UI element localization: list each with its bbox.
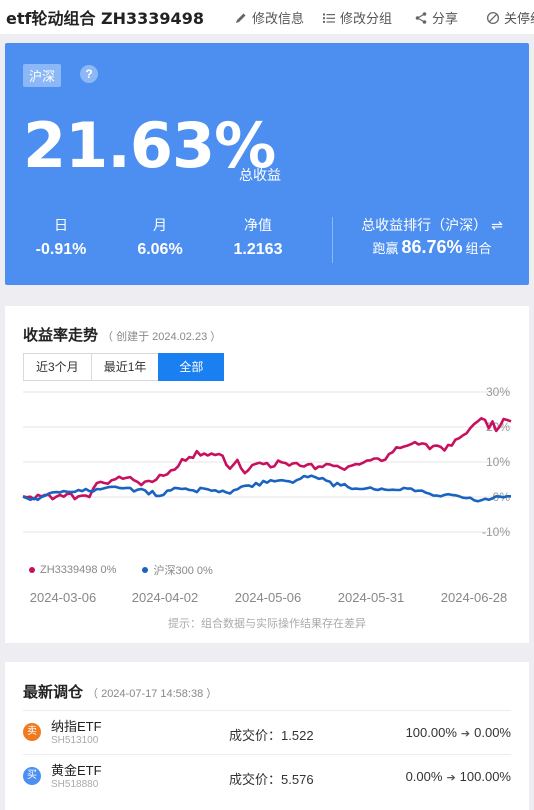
legend-label-portfolio: ZH3339498 0% xyxy=(40,564,117,576)
arrow-right-icon: ➔ xyxy=(460,728,471,740)
weight-to: 0.00% xyxy=(474,725,511,740)
nav-label: 净值 xyxy=(244,217,272,233)
edit-info-label: 修改信息 xyxy=(252,11,305,26)
help-icon[interactable]: ? xyxy=(80,65,98,83)
trade-price-label: 成交价： xyxy=(229,772,282,787)
trade-row[interactable]: 买 黄金ETF SH518880 成交价：5.576 0.00% ➔ 100.00% xyxy=(23,754,511,798)
range-tabs: 近3个月 最近1年 全部 xyxy=(23,353,225,381)
series-line-沪深300[interactable] xyxy=(22,474,511,503)
trade-name[interactable]: 黄金ETF xyxy=(51,763,102,778)
trade-name[interactable]: 纳指ETF xyxy=(51,719,102,734)
trade-price-value: 5.576 xyxy=(281,772,314,787)
trade-weight-change: 0.00% ➔ 100.00% xyxy=(406,769,511,784)
trade-price-label: 成交价： xyxy=(229,728,282,743)
total-return-value: 21.63% xyxy=(23,109,276,182)
legend-label-index: 沪深300 0% xyxy=(153,565,213,577)
chart-created: （ 创建于 2024.02.23 ） xyxy=(102,331,222,343)
share-icon xyxy=(415,11,427,24)
nav: 净值 1.2163 xyxy=(198,215,318,259)
x-tick-label: 2024-05-06 xyxy=(235,590,302,605)
month-return: 月 6.06% xyxy=(100,215,220,259)
rank-value: 86.76% xyxy=(401,237,463,257)
x-tick-label: 2024-04-02 xyxy=(132,590,199,605)
top-bar: etf轮动组合 ZH3339498 修改信息 修改分组 分享 关停组 xyxy=(0,0,534,34)
weight-from: 100.00% xyxy=(405,725,457,740)
rank-suffix: 组合 xyxy=(465,241,492,256)
trades-time: （ 2024-07-17 14:58:38 ） xyxy=(87,688,218,700)
day-return-value: -0.91% xyxy=(35,241,87,258)
summary-panel: 沪深 ? 21.63% 总收益 日 -0.91% 月 6.06% 净值 1.21… xyxy=(5,43,529,285)
chart-title: 收益率走势（ 创建于 2024.02.23 ） xyxy=(23,324,221,345)
weight-from: 0.00% xyxy=(405,769,443,784)
trade-price: 成交价：1.522 xyxy=(229,725,314,744)
chart-title-text: 收益率走势 xyxy=(23,327,99,344)
legend-dot-index xyxy=(142,567,149,573)
nav-value: 1.2163 xyxy=(233,241,283,258)
x-tick-label: 2024-05-31 xyxy=(338,590,405,605)
y-tick-label: -10% xyxy=(482,525,510,539)
rank-block[interactable]: 总收益排行（沪深） ⇌ 跑赢 86.76% 组合 xyxy=(335,215,529,258)
buy-badge-icon: 买 xyxy=(23,767,41,785)
day-return: 日 -0.91% xyxy=(1,215,121,259)
edit-group-label: 修改分组 xyxy=(340,11,393,26)
trade-weight-change: 100.00% ➔ 0.00% xyxy=(406,725,511,740)
stats-row: 日 -0.91% 月 6.06% 净值 1.2163 总收益排行（沪深） ⇌ 跑… xyxy=(5,215,529,265)
series-line-ZH3339498[interactable] xyxy=(22,416,512,501)
trades-title-text: 最新调仓 xyxy=(23,684,84,701)
unfollow-button[interactable]: 关停组 xyxy=(486,8,534,27)
share-label: 分享 xyxy=(432,11,459,26)
day-return-label: 日 xyxy=(54,217,68,233)
swap-icon[interactable]: ⇌ xyxy=(491,217,503,233)
tab-1-year[interactable]: 最近1年 xyxy=(90,353,160,381)
chart-legend: ZH3339498 0% 沪深300 0% xyxy=(29,562,239,578)
y-tick-label: 10% xyxy=(486,455,510,469)
total-return-label: 总收益 xyxy=(239,167,281,183)
return-chart-card: 收益率走势（ 创建于 2024.02.23 ） 近3个月 最近1年 全部 30%… xyxy=(5,306,529,643)
sell-badge-icon: 卖 xyxy=(23,723,41,741)
trade-code: SH518880 xyxy=(51,779,99,790)
x-tick-label: 2024-03-06 xyxy=(30,590,97,605)
y-tick-label: 30% xyxy=(486,385,510,399)
month-return-label: 月 xyxy=(153,217,167,233)
return-line-chart: 30%20%10%0%-10%2024-03-06 2024-04-02 2024-… xyxy=(22,385,512,605)
trade-row[interactable]: 卖 纳指ETF SH513100 成交价：1.522 100.00% ➔ 0.00% xyxy=(23,710,511,754)
arrow-right-icon: ➔ xyxy=(446,772,456,784)
chart-hint: 提示：组合数据与实际操作结果存在差异 xyxy=(168,618,366,630)
ban-icon xyxy=(486,11,500,24)
legend-item-index[interactable]: 沪深300 0% xyxy=(142,562,213,578)
legend-item-portfolio[interactable]: ZH3339498 0% xyxy=(29,562,116,578)
share-button[interactable]: 分享 xyxy=(414,8,458,27)
rank-label: 总收益排行（沪深） xyxy=(361,217,488,233)
market-tag: 沪深 xyxy=(23,64,62,87)
pencil-icon xyxy=(236,13,246,23)
trade-price-value: 1.522 xyxy=(281,728,314,743)
rank-prefix: 跑赢 xyxy=(372,241,399,256)
legend-dot-portfolio xyxy=(29,567,35,573)
unfollow-label: 关停组 xyxy=(504,11,534,26)
month-return-value: 6.06% xyxy=(137,241,183,258)
weight-to: 100.00% xyxy=(459,769,511,784)
stats-divider xyxy=(332,217,333,263)
tab-all[interactable]: 全部 xyxy=(158,353,225,381)
latest-trades-card: 最新调仓（ 2024-07-17 14:58:38 ） 卖 纳指ETF SH51… xyxy=(5,662,529,810)
trades-title: 最新调仓（ 2024-07-17 14:58:38 ） xyxy=(23,681,217,702)
trade-price: 成交价：5.576 xyxy=(229,769,314,788)
x-tick-label: 2024-06-28 xyxy=(441,590,508,605)
trade-code: SH513100 xyxy=(51,735,99,746)
portfolio-title: etf轮动组合 ZH3339498 xyxy=(6,9,204,28)
edit-info-button[interactable]: 修改信息 xyxy=(234,8,304,27)
list-icon xyxy=(323,13,335,23)
edit-group-button[interactable]: 修改分组 xyxy=(322,8,392,27)
